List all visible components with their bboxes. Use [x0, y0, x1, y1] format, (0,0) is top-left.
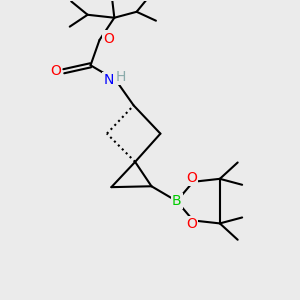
Text: B: B [172, 194, 182, 208]
Text: H: H [116, 70, 126, 84]
Text: O: O [103, 32, 114, 46]
Text: N: N [103, 73, 114, 87]
Text: O: O [186, 217, 197, 231]
Text: O: O [186, 171, 197, 185]
Text: O: O [50, 64, 61, 78]
